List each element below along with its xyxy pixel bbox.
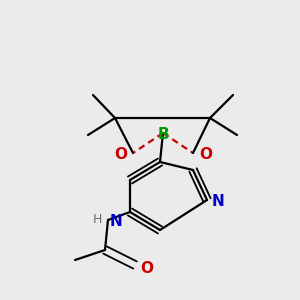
Text: O: O: [140, 261, 153, 276]
Text: H: H: [93, 213, 102, 226]
Text: N: N: [110, 214, 123, 229]
Text: N: N: [212, 194, 225, 209]
Text: O: O: [114, 147, 127, 162]
Text: O: O: [199, 147, 212, 162]
Text: B: B: [157, 127, 169, 142]
